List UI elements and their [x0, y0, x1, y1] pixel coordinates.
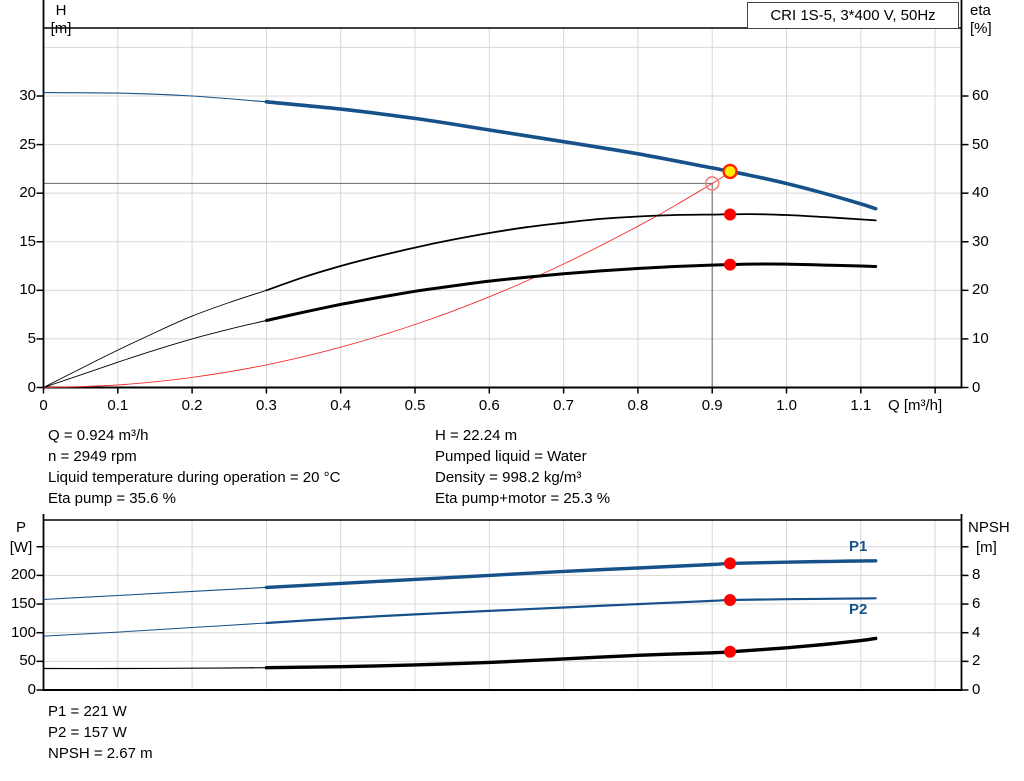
p2-curve-label: P2 [849, 601, 868, 618]
npsh-point [724, 645, 737, 658]
y-right-tick-label: 0 [972, 681, 981, 698]
y-left-tick-label: 200 [10, 566, 36, 584]
x-tick-label: 0.9 [701, 396, 723, 414]
info-density: Density = 998.2 kg/m³ [435, 469, 582, 486]
pump-curve-qh [264, 100, 878, 211]
p2-point [724, 594, 737, 607]
x-tick-label: 0.2 [181, 396, 203, 414]
y-left-tick-label: 15 [19, 232, 36, 250]
npsh-axis-title: NPSH [968, 519, 1010, 536]
y-right-tick-label: 40 [972, 184, 989, 202]
p-axis-unit: [W] [9, 539, 33, 556]
y-left-tick-label: 150 [10, 595, 36, 613]
y-right-tick-label: 6 [972, 595, 981, 613]
y-right-tick-label: 10 [972, 329, 989, 347]
npsh-curve-thin [43, 667, 267, 670]
x-tick-label: 1.0 [776, 396, 797, 414]
p1-curve [264, 559, 878, 590]
y-right-tick-label: 20 [972, 281, 989, 299]
y-right-tick-label: 50 [972, 135, 989, 153]
y-left-tick-label: 50 [19, 652, 36, 670]
info-temp: Liquid temperature during operation = 20… [48, 469, 341, 486]
y-left-tick-label: 20 [19, 184, 36, 202]
info-liquid: Pumped liquid = Water [435, 448, 587, 465]
info-q: Q = 0.924 m³/h [48, 427, 149, 444]
eta-pump-motor-curve-thin [43, 320, 267, 388]
info-speed: n = 2949 rpm [48, 448, 137, 465]
p-axis-title: P [15, 519, 26, 536]
operating-point [722, 163, 738, 180]
info-p2: P2 = 157 W [48, 724, 127, 741]
q-axis-title: Q [m³/h] [888, 397, 943, 414]
x-tick-label: 0.8 [627, 396, 649, 414]
y-right-tick-label: 0 [972, 378, 981, 396]
x-tick-label: 0.1 [107, 396, 129, 414]
y-right-tick-label: 4 [972, 623, 981, 641]
info-eta-pump: Eta pump = 35.6 % [48, 490, 176, 507]
x-tick-label: 0.7 [553, 396, 575, 414]
title-box: CRI 1S-5, 3*400 V, 50Hz [747, 2, 959, 29]
npsh-axis-unit: [m] [976, 539, 997, 556]
h-axis-title: H [55, 2, 67, 19]
eta-axis-title: eta [970, 2, 991, 19]
x-tick-label: 1.1 [850, 396, 872, 414]
eta-axis-unit: [%] [970, 20, 992, 37]
x-tick-label: 0.5 [404, 396, 426, 414]
p2-curve-thin [43, 622, 267, 637]
y-right-tick-label: 8 [972, 566, 981, 584]
y-right-tick-label: 30 [972, 232, 989, 250]
y-left-tick-label: 5 [27, 329, 36, 347]
p1-point [724, 557, 737, 570]
y-right-tick-label: 2 [972, 652, 981, 670]
info-npsh: NPSH = 2.67 m [48, 745, 153, 762]
p2-curve [265, 597, 877, 625]
y-left-tick-label: 30 [19, 87, 36, 104]
x-tick-label: 0.4 [330, 396, 352, 414]
info-head: H = 22.24 m [435, 427, 518, 444]
info-eta-pump-motor: Eta pump+motor = 25.3 % [435, 490, 611, 507]
eta-pump-point [724, 208, 737, 221]
npsh-curve [264, 636, 878, 670]
x-tick-label: 0 [39, 396, 48, 414]
pump-model-label: CRI 1S-5, 3*400 V, 50Hz [770, 7, 936, 24]
y-left-tick-label: 10 [19, 281, 36, 299]
y-left-tick-label: 100 [10, 623, 36, 641]
system-curve [43, 170, 733, 388]
x-tick-label: 0.6 [478, 396, 500, 414]
y-left-tick-label: 0 [27, 681, 36, 698]
eta-pump-curve [265, 213, 877, 292]
y-left-tick-label: 0 [27, 378, 36, 396]
rated-duty-point [704, 176, 720, 191]
eta-pump-motor-curve [264, 262, 878, 322]
eta-pump-curve-thin [43, 289, 267, 388]
eta-pump-motor-point [724, 258, 737, 271]
p1-curve-thin [43, 586, 267, 601]
info-p1: P1 = 221 W [48, 703, 127, 720]
p1-curve-label: P1 [849, 538, 868, 555]
pump-curve-qh-thin [43, 92, 267, 103]
h-axis-unit: [m] [50, 20, 72, 37]
x-tick-label: 0.3 [255, 396, 277, 414]
y-left-tick-label: 25 [19, 135, 36, 153]
y-right-tick-label: 60 [972, 87, 989, 104]
